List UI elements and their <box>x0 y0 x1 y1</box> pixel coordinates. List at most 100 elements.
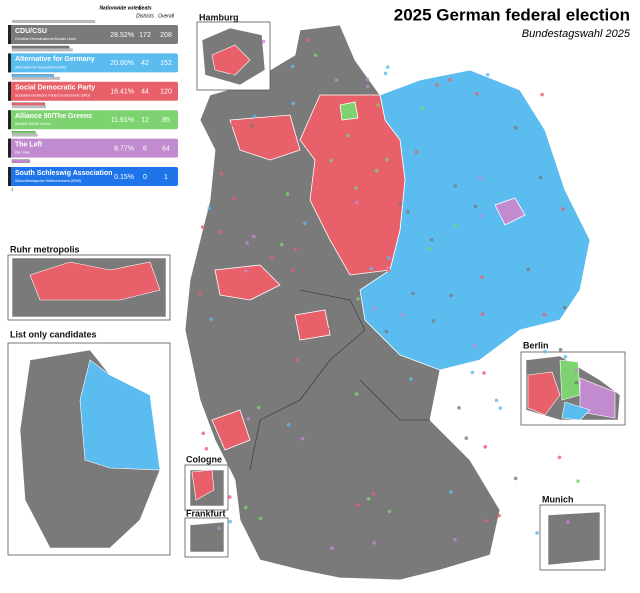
inset-label: Frankfurt <box>186 508 226 518</box>
district-dot <box>229 49 233 53</box>
district-dot <box>303 222 307 226</box>
subtitle: Bundestagswahl 2025 <box>522 28 631 40</box>
district-dot <box>438 231 442 235</box>
district-dot <box>576 479 580 483</box>
inset-label: List only candidates <box>10 329 97 339</box>
district-dot <box>478 177 482 181</box>
germany <box>185 25 590 580</box>
district-dot <box>534 283 538 287</box>
districts: 42 <box>141 60 149 67</box>
district-dot <box>483 445 487 449</box>
district-dot <box>218 230 222 234</box>
district-dot <box>388 510 392 514</box>
district-dot <box>335 78 339 82</box>
district-dot <box>406 210 410 214</box>
district-dot <box>220 172 224 176</box>
district-dot <box>386 65 390 69</box>
district-dot <box>435 83 439 87</box>
district-dot <box>230 74 234 78</box>
overall-seats: 152 <box>160 60 172 67</box>
district-dot <box>232 222 236 226</box>
party-long-name: Die Linke <box>15 151 30 155</box>
district-dot <box>454 224 458 228</box>
district-dot <box>329 159 333 163</box>
district-dot <box>564 355 568 359</box>
district-dot <box>245 241 249 245</box>
party-bar-bg <box>12 48 73 51</box>
district-dot <box>257 406 261 410</box>
district-dot <box>247 417 251 421</box>
overall-seats: 208 <box>160 32 172 39</box>
district-dot <box>326 328 330 332</box>
party-name: CDU/CSU <box>15 28 47 35</box>
district-dot <box>539 176 543 180</box>
district-dot <box>253 115 257 119</box>
party-strip <box>8 167 11 186</box>
district-dot <box>372 492 376 496</box>
party-strip <box>8 82 11 101</box>
district-dot <box>421 107 425 111</box>
district-dot <box>241 209 245 213</box>
party-long-name: Christlich Demokratische/Soziale Union <box>15 37 76 41</box>
district-dot <box>316 164 320 168</box>
district-dot <box>480 275 484 279</box>
district-dot <box>455 126 459 130</box>
district-dot <box>387 269 391 273</box>
district-dot <box>228 520 232 524</box>
district-dot <box>411 292 415 296</box>
district-dot <box>457 406 461 410</box>
district-dot <box>454 184 458 188</box>
districts: 44 <box>141 89 149 96</box>
district-dot <box>415 513 419 517</box>
district-dot <box>535 531 539 535</box>
district-dot <box>355 201 359 205</box>
title: 2025 German federal election <box>394 5 630 24</box>
vote-share: 16.41% <box>110 89 134 96</box>
district-dot <box>409 377 413 381</box>
district-dot <box>295 358 299 362</box>
district-dot <box>228 495 232 499</box>
district-dot <box>291 102 295 106</box>
district-dot <box>543 350 547 354</box>
district-dot <box>514 126 518 130</box>
district-dot <box>293 247 297 251</box>
district-dot <box>200 360 204 364</box>
district-dot <box>198 292 202 296</box>
overall-seats: 120 <box>160 89 172 96</box>
party-bar-bg <box>12 77 60 80</box>
district-dot <box>232 197 236 201</box>
district-dot <box>355 392 359 396</box>
vote-share: 11.61% <box>111 117 134 124</box>
district-dot <box>373 307 377 311</box>
district-dot <box>244 506 248 510</box>
district-dot <box>231 123 235 127</box>
inset-label: Cologne <box>186 454 222 464</box>
vote-share: 0.15% <box>114 174 134 181</box>
vote-share: 20.80% <box>110 60 134 67</box>
district-dot <box>514 477 518 481</box>
district-dot <box>374 120 378 124</box>
district-dot <box>366 85 370 89</box>
district-dot <box>270 256 274 260</box>
party-bar-bg <box>12 105 46 108</box>
inset-label: Hamburg <box>199 12 239 22</box>
district-dot <box>449 294 453 298</box>
party-strip <box>8 110 11 129</box>
district-dot <box>252 235 256 239</box>
district-dot <box>244 269 248 273</box>
district-dot <box>286 192 290 196</box>
vote-bar <box>12 160 30 163</box>
header: Districts <box>136 13 154 19</box>
district-dot <box>453 538 457 542</box>
district-dot <box>356 297 360 301</box>
vote-share: 8.77% <box>114 145 134 152</box>
district-dot <box>357 503 361 507</box>
party-bar-bg <box>12 20 95 23</box>
district-dot <box>283 241 287 245</box>
district-dot <box>486 73 490 77</box>
district-dot <box>448 78 452 82</box>
district-dot <box>291 269 295 273</box>
party-name: South Schleswig Association <box>15 170 112 177</box>
header: Nationwide votes <box>99 5 140 11</box>
